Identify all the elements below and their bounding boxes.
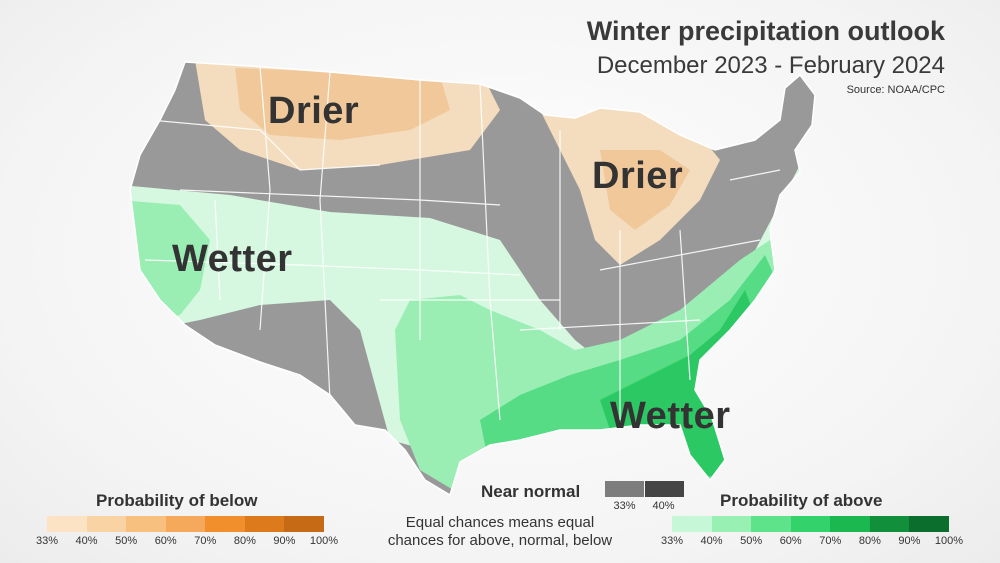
legend-below-swatch-5	[205, 516, 245, 532]
label-drier-great-lakes: Drier	[592, 155, 684, 197]
legend-above-swatch-6	[869, 516, 910, 532]
legend-above-swatch-3	[751, 516, 791, 532]
legend-below-swatch-3	[126, 516, 166, 532]
label-wetter-west: Wetter	[172, 238, 293, 280]
legend-above-tick-7: 90%	[898, 535, 921, 547]
label-wetter-southeast: Wetter	[610, 395, 731, 437]
legend-above-tick-5: 70%	[819, 535, 842, 547]
drier-northwest-mid	[235, 68, 450, 140]
legend-below-swatch-7	[284, 516, 324, 532]
legend-above-tick-6: 80%	[858, 535, 881, 547]
legend-below-swatch-2	[86, 516, 127, 532]
label-drier-northwest: Drier	[268, 90, 360, 132]
legend-near-normal-title: Near normal	[481, 482, 581, 501]
legend-below-title: Probability of below	[96, 491, 258, 510]
legend-below-swatches	[47, 516, 324, 532]
legend-below-tick-6: 80%	[233, 535, 256, 547]
legend-below-ticks: 33% 40% 50% 60% 70% 80% 90% 100%	[36, 535, 338, 549]
legend-below-tick-3: 50%	[115, 535, 138, 547]
equal-chances-note-line1: Equal chances means equal	[405, 514, 595, 531]
legend-below-tick-4: 60%	[154, 535, 177, 547]
state-borders	[144, 65, 781, 421]
legend-near-normal-swatches	[605, 481, 684, 497]
legend-above-tick-8: 100%	[934, 535, 964, 547]
equal-chances-note: Equal chances means equal chances for ab…	[355, 514, 645, 550]
legend-above-ticks: 33% 40% 50% 60% 70% 80% 90% 100%	[661, 535, 963, 549]
legend-near-normal-swatch-2	[645, 481, 684, 497]
legend-above-swatch-4	[790, 516, 831, 532]
legend-below-tick-1: 33%	[35, 535, 59, 547]
legend-above-swatch-7	[909, 516, 949, 532]
source-credit: Source: NOAA/CPC	[846, 84, 945, 96]
legend-above-tick-1: 33%	[660, 535, 684, 547]
legend-below-tick-2: 40%	[75, 535, 98, 547]
drier-great-lakes-mid	[600, 150, 690, 230]
legend-near-normal-swatch-1	[605, 481, 644, 497]
legend-above-swatch-1	[672, 516, 712, 532]
legend-above-swatch-5	[830, 516, 870, 532]
legend-below-swatch-6	[244, 516, 285, 532]
chart-title: Winter precipitation outlook	[586, 16, 945, 46]
legend-above-swatches	[672, 516, 949, 532]
legend-below-swatch-4	[165, 516, 206, 532]
legend-below-swatch-1	[47, 516, 87, 532]
legend-above-tick-2: 40%	[700, 535, 723, 547]
legend-below-tick-7: 90%	[273, 535, 296, 547]
chart-subtitle: December 2023 - February 2024	[596, 52, 945, 79]
legend-near-normal-tick-2: 40%	[652, 500, 675, 512]
legend-above-title: Probability of above	[720, 491, 883, 510]
legend-near-normal-ticks: 33% 40%	[605, 500, 683, 514]
legend-below-tick-8: 100%	[309, 535, 339, 547]
legend-near-normal-tick-1: 33%	[613, 500, 636, 512]
legend-above-tick-3: 50%	[740, 535, 763, 547]
equal-chances-note-line2: chances for above, normal, below	[387, 532, 613, 549]
legend-above-tick-4: 60%	[779, 535, 802, 547]
us-outline	[129, 61, 816, 497]
legend-above-swatch-2	[711, 516, 752, 532]
legend-below-tick-5: 70%	[194, 535, 217, 547]
